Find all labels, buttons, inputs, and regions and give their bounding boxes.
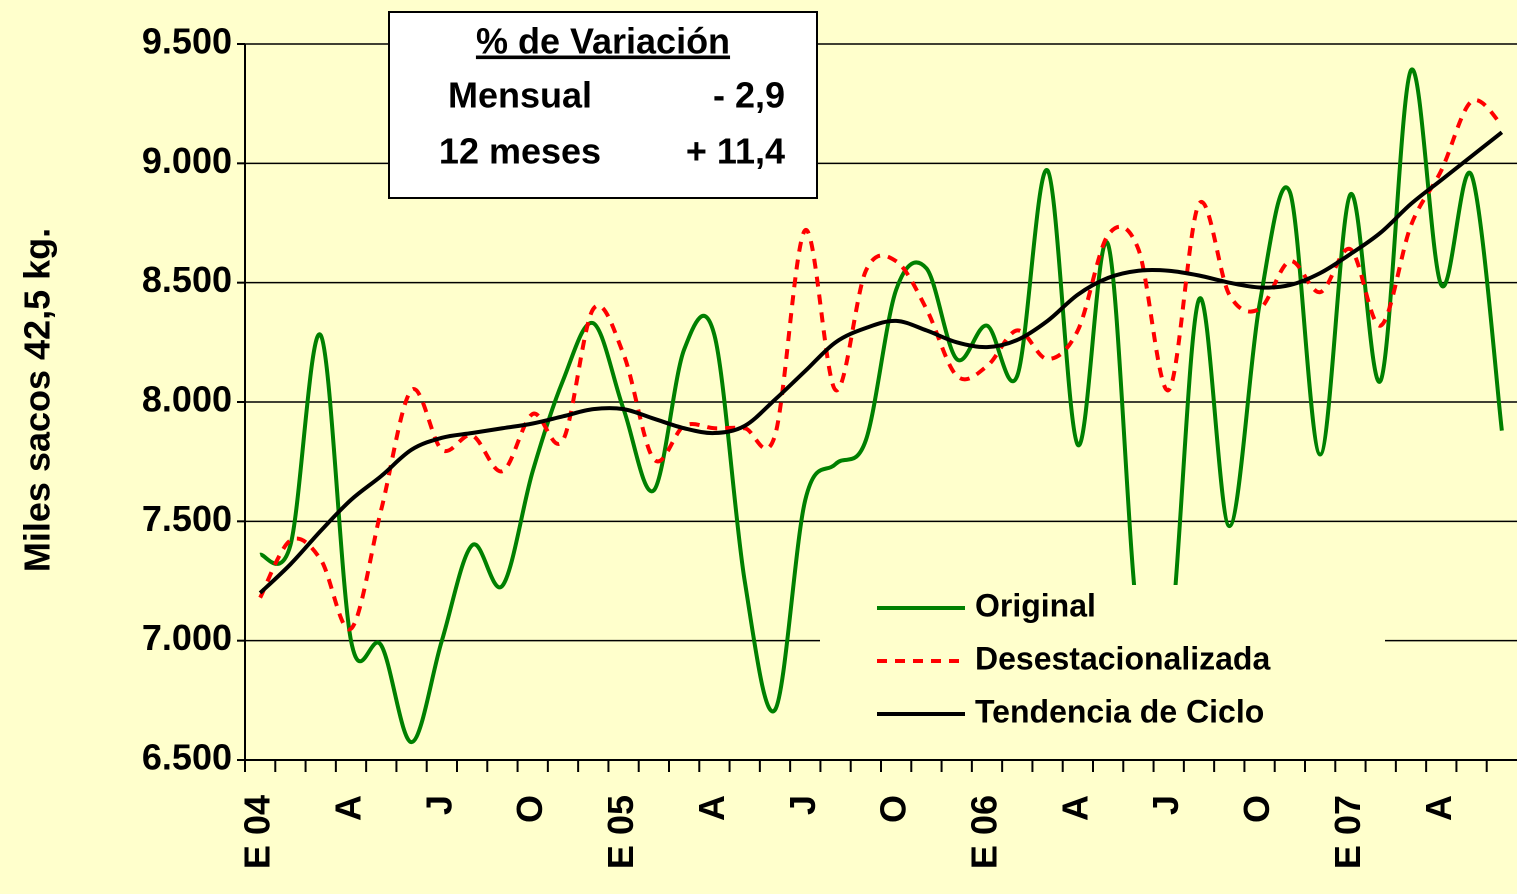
y-tick-label: 8.500	[142, 259, 232, 300]
legend-label: Desestacionalizada	[975, 640, 1270, 676]
legend-label: Tendencia de Ciclo	[975, 693, 1264, 729]
series-line	[258, 98, 1504, 632]
y-tick-label: 8.000	[142, 379, 232, 420]
x-tick-label: E 05	[600, 795, 641, 869]
x-tick-label: J	[1145, 795, 1186, 815]
annotation-label: Mensual	[448, 75, 592, 116]
y-tick-label: 7.500	[142, 498, 232, 539]
x-tick-label: O	[873, 795, 914, 823]
x-tick-label: O	[509, 795, 550, 823]
x-tick-label: J	[782, 795, 823, 815]
annotation-box	[388, 11, 818, 199]
x-tick-label: O	[1236, 795, 1277, 823]
x-tick-label: A	[328, 795, 369, 821]
y-axis-label: Miles sacos 42,5 kg.	[17, 228, 58, 572]
annotation-value: + 11,4	[686, 131, 785, 172]
y-tick-label: 9.500	[142, 21, 232, 62]
x-tick-label: A	[691, 795, 732, 821]
legend-label: Original	[975, 587, 1096, 623]
series-line	[258, 130, 1504, 595]
annotation-label: 12 meses	[439, 131, 601, 172]
annotation-title: % de Variación	[476, 21, 730, 62]
x-tick-label: A	[1418, 795, 1459, 821]
x-tick-label: E 06	[964, 795, 1005, 869]
y-tick-label: 7.000	[142, 617, 232, 658]
x-tick-label: A	[1054, 795, 1095, 821]
annotation-value: - 2,9	[713, 75, 785, 116]
x-tick-label: E 04	[237, 795, 278, 869]
x-tick-label: E 07	[1327, 795, 1368, 869]
y-tick-label: 6.500	[142, 737, 232, 778]
y-tick-label: 9.000	[142, 140, 232, 181]
x-tick-label: J	[418, 795, 459, 815]
